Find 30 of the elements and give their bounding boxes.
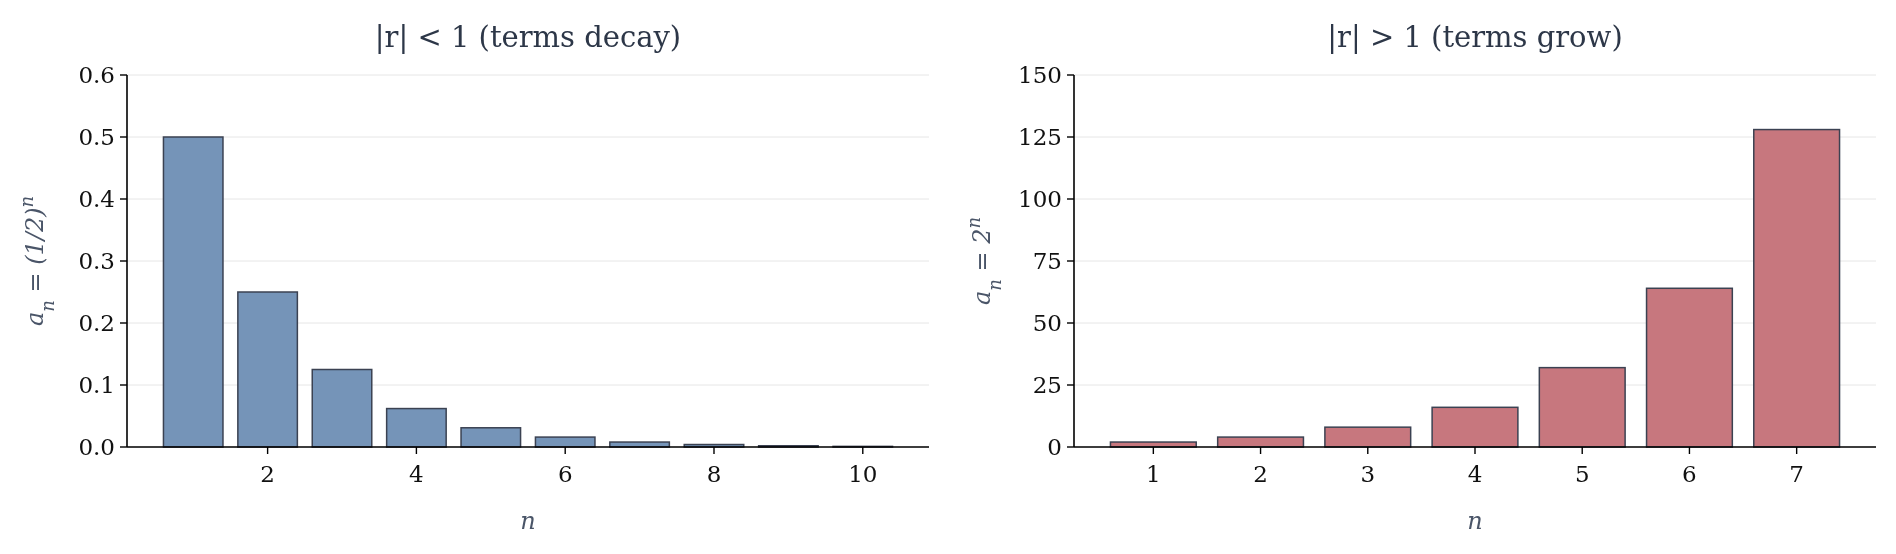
y-tick-label: 0.5	[78, 124, 115, 151]
x-tick-label: 1	[1146, 461, 1161, 487]
y-tick-label: 150	[1018, 62, 1062, 89]
y-tick-label: 100	[1018, 186, 1062, 213]
x-tick-label: 2	[260, 461, 275, 487]
x-tick-label: 10	[848, 461, 878, 487]
x-tick-label: 4	[1467, 461, 1483, 487]
y-tick-label: 50	[1032, 310, 1062, 337]
chart-title: |r| < 1 (terms decay)	[374, 20, 682, 54]
y-tick-label: 0.3	[78, 248, 115, 275]
x-axis-title: n	[1467, 507, 1483, 535]
y-tick-label: 0.0	[78, 434, 115, 461]
y-tick-label: 25	[1032, 372, 1062, 399]
x-tick-label: 8	[706, 461, 722, 487]
y-tick-label: 0.1	[78, 372, 115, 399]
x-tick-label: 4	[409, 461, 424, 487]
y-tick-label: 125	[1018, 124, 1062, 151]
y-tick-label: 0.4	[78, 186, 115, 213]
x-tick-label: 7	[1789, 461, 1804, 487]
y-tick-label: 75	[1032, 248, 1062, 275]
y-tick-label: 0.6	[78, 62, 115, 89]
x-tick-label: 3	[1360, 461, 1376, 487]
x-tick-label: 2	[1253, 461, 1268, 487]
y-tick-label: 0.2	[78, 310, 115, 337]
chart-title: |r| > 1 (terms grow)	[1327, 20, 1623, 54]
x-tick-label: 5	[1574, 461, 1590, 487]
x-tick-label: 6	[557, 461, 573, 487]
y-tick-label: 0	[1047, 434, 1062, 461]
x-axis-title: n	[520, 507, 536, 535]
x-tick-label: 6	[1682, 461, 1697, 487]
